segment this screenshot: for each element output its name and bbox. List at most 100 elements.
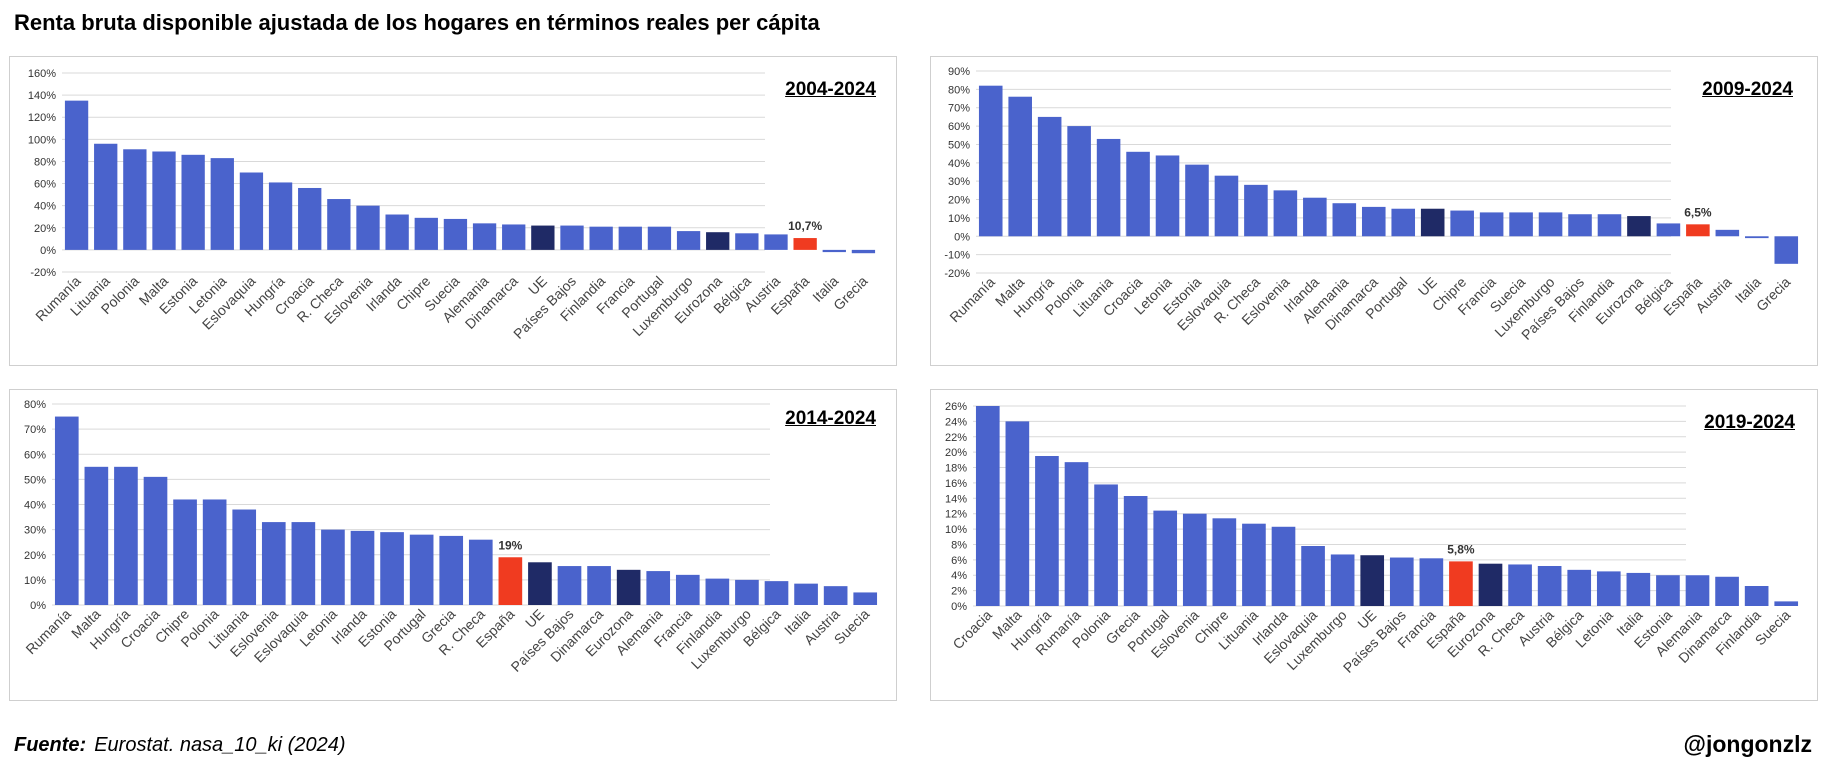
y-tick-label: 50% xyxy=(948,139,970,151)
bar xyxy=(531,225,555,250)
bar xyxy=(409,534,434,605)
y-tick-label: -20% xyxy=(30,267,56,279)
bar xyxy=(1153,510,1178,606)
bar xyxy=(232,509,257,605)
chart-panel-2014-2024: 0% 10% 20% 30% 40% 50% 60% 70% 80% Rumanía Malta Hu… xyxy=(9,389,897,701)
bar xyxy=(1478,563,1503,606)
bar-chart: -20% -10% 0% 10% 20% 30% 40% 50% 60% 70% 80% 90% Rum… xyxy=(944,66,1799,343)
bar xyxy=(1596,571,1621,606)
bar xyxy=(54,416,79,605)
bar xyxy=(764,581,789,605)
bar xyxy=(94,143,118,250)
bar xyxy=(823,586,848,605)
data-label: 5,8% xyxy=(1447,542,1475,556)
x-tick-label: Rumanía xyxy=(22,606,74,658)
y-tick-label: 2% xyxy=(951,586,967,598)
bar xyxy=(1212,518,1237,606)
bar xyxy=(143,476,168,605)
bar xyxy=(793,238,817,250)
y-tick-label: 100% xyxy=(28,134,56,146)
bar xyxy=(472,223,497,250)
y-tick-label: 80% xyxy=(34,156,56,168)
bar xyxy=(1656,575,1680,606)
bar xyxy=(181,154,205,250)
bar xyxy=(1391,208,1416,237)
bar xyxy=(1067,126,1091,237)
bar xyxy=(978,85,1003,237)
bar xyxy=(1686,224,1710,237)
bar xyxy=(851,249,876,254)
bar xyxy=(1508,564,1532,606)
bar xyxy=(1185,164,1209,237)
bar xyxy=(321,529,345,605)
bar xyxy=(84,466,109,605)
y-tick-label: 10% xyxy=(945,524,967,536)
bar xyxy=(1035,456,1059,606)
x-tick-label: Grecia xyxy=(1753,274,1794,315)
bar xyxy=(618,226,642,250)
bar xyxy=(1774,236,1799,264)
bar xyxy=(1597,214,1622,237)
bar xyxy=(1126,151,1150,237)
bar xyxy=(385,214,409,250)
bar xyxy=(1479,212,1504,237)
y-tick-label: 140% xyxy=(28,90,56,102)
bar xyxy=(975,406,1000,606)
bar xyxy=(261,522,286,605)
bar xyxy=(502,224,526,250)
bar xyxy=(1155,155,1180,237)
bar xyxy=(1420,208,1445,237)
bar xyxy=(291,522,316,605)
bar xyxy=(1008,96,1032,237)
period-label: 2009-2024 xyxy=(1702,79,1793,100)
y-tick-label: 80% xyxy=(948,84,970,96)
bar xyxy=(676,231,701,250)
bar xyxy=(268,182,293,250)
y-tick-label: 70% xyxy=(24,424,46,436)
bar xyxy=(356,205,380,250)
y-tick-label: 30% xyxy=(24,525,46,537)
y-tick-label: 24% xyxy=(945,416,967,428)
bar xyxy=(327,199,351,250)
bar-chart: 0% 2% 4% 6% 8% 10% 12% 14% 16% 18% 20% 22% 24% 26% Cro… xyxy=(945,401,1799,676)
bar xyxy=(1537,566,1562,606)
bar xyxy=(1094,484,1118,606)
bar xyxy=(1389,557,1414,606)
y-tick-label: 40% xyxy=(34,201,56,213)
bar xyxy=(1242,523,1266,606)
bar xyxy=(1685,575,1710,606)
y-tick-label: 20% xyxy=(948,195,970,207)
y-tick-label: 120% xyxy=(28,112,56,124)
bar xyxy=(1774,601,1799,606)
chart-panel-2004-2024: -20% 0% 20% 40% 60% 80% 100% 120% 140% 160% Rumaní… xyxy=(9,56,897,366)
bar xyxy=(202,499,227,605)
bar xyxy=(114,466,138,605)
bar xyxy=(764,234,788,250)
bar xyxy=(528,562,552,605)
bar xyxy=(647,226,672,250)
bar-chart: -20%0%20%40%60%80%100%120%140%160%Rumaní… xyxy=(28,68,876,342)
y-tick-label: 60% xyxy=(948,121,970,133)
data-label: 6,5% xyxy=(1684,205,1712,219)
y-tick-label: 0% xyxy=(954,231,970,243)
bar xyxy=(1096,138,1121,237)
bar xyxy=(794,583,818,605)
y-tick-label: 90% xyxy=(948,66,970,78)
bar xyxy=(380,532,404,605)
bar xyxy=(1568,214,1592,237)
bar xyxy=(1244,184,1268,237)
bar xyxy=(735,579,759,605)
bar xyxy=(1627,216,1651,237)
bar xyxy=(414,217,438,250)
y-tick-label: 10% xyxy=(948,213,970,225)
y-tick-label: 6% xyxy=(951,555,967,567)
y-tick-label: 14% xyxy=(945,493,967,505)
y-tick-label: 12% xyxy=(945,509,967,521)
period-label: 2014-2024 xyxy=(785,408,876,429)
x-tick-label: Croacia xyxy=(949,607,995,653)
x-tick-label: Grecia xyxy=(830,273,871,314)
y-tick-label: 60% xyxy=(24,449,46,461)
y-tick-label: 0% xyxy=(40,245,56,257)
bar xyxy=(1214,175,1239,237)
chart-panel-2009-2024: -20% -10% 0% 10% 20% 30% 40% 50% 60% 70% 80% 90% Rum… xyxy=(930,56,1818,366)
